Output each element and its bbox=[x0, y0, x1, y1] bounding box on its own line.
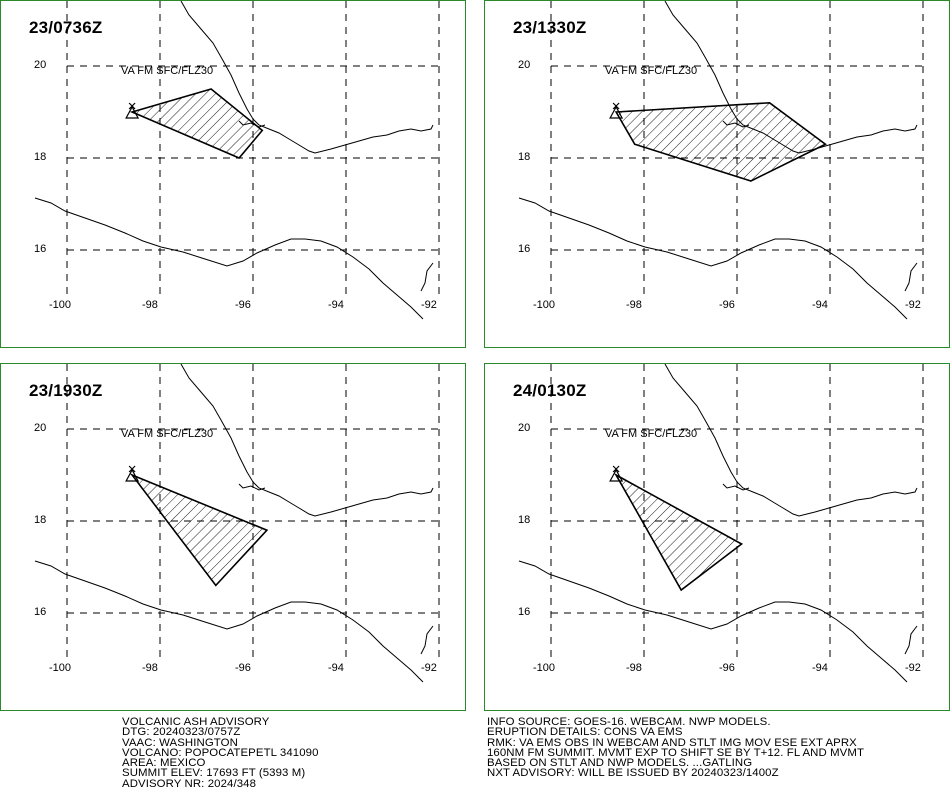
coast-detail bbox=[722, 483, 750, 491]
longitude-label: -94 bbox=[328, 662, 344, 674]
map-canvas bbox=[518, 1, 925, 320]
advisory-header-left: VOLCANIC ASH ADVISORY DTG: 20240323/0757… bbox=[122, 716, 319, 790]
volcano-icon bbox=[125, 465, 140, 482]
advisory-details-right: INFO SOURCE: GOES-16. WEBCAM. NWP MODELS… bbox=[487, 716, 865, 780]
longitude-label: -100 bbox=[49, 299, 72, 311]
longitude-label: -100 bbox=[533, 299, 556, 311]
longitude-label: -100 bbox=[49, 662, 72, 674]
ash-cloud-polygon bbox=[129, 473, 269, 587]
longitude-label: -94 bbox=[812, 662, 828, 674]
latitude-label: 16 bbox=[518, 243, 531, 255]
advisory-title: VOLCANIC ASH ADVISORY bbox=[122, 716, 270, 728]
ash-cloud-polygon bbox=[614, 101, 827, 182]
volcano-icon bbox=[609, 102, 624, 119]
advisory-dtg: DTG: 20240323/0757Z bbox=[122, 726, 241, 739]
advisory-remark-1: RMK: VA EMS OBS IN WEBCAM AND STLT IMG M… bbox=[487, 736, 857, 749]
gulf-coastline bbox=[664, 364, 918, 517]
panel-timestamp: 23/1930Z bbox=[29, 381, 103, 400]
map-canvas bbox=[34, 364, 441, 683]
latitude-label: 18 bbox=[518, 514, 531, 526]
latitude-label: 20 bbox=[518, 59, 531, 71]
advisory-remark-3: BASED ON STLT AND NWP MODELS. ...GATLING bbox=[487, 757, 753, 770]
longitude-label: -100 bbox=[533, 662, 556, 674]
pacific-coastline bbox=[518, 197, 908, 320]
advisory-volcano: VOLCANO: POPOCATEPETL 341090 bbox=[122, 746, 319, 759]
longitude-label: -98 bbox=[142, 662, 158, 674]
advisory-remark-2: 160NM FM SUMMIT. MVMT EXP TO SHIFT SE BY… bbox=[487, 746, 865, 759]
longitude-label: -98 bbox=[142, 299, 158, 311]
map-canvas bbox=[34, 1, 441, 320]
advisory-info-source: INFO SOURCE: GOES-16. WEBCAM. NWP MODELS… bbox=[487, 716, 771, 728]
latitude-label: 20 bbox=[34, 422, 47, 434]
pacific-coastline bbox=[518, 560, 908, 683]
map-canvas bbox=[518, 364, 925, 683]
longitude-label: -96 bbox=[235, 299, 251, 311]
gulf-coastline bbox=[180, 1, 434, 154]
map-panel-2: 23/1330Z VA FM SFC/FLZ30 20 18 16 -100 -98 -96 -… bbox=[484, 0, 950, 348]
border-line bbox=[420, 625, 434, 655]
latitude-label: 20 bbox=[34, 59, 47, 71]
va-altitude-label: VA FM SFC/FLZ30 bbox=[121, 428, 214, 440]
latitude-label: 20 bbox=[518, 422, 531, 434]
pacific-coastline bbox=[34, 560, 424, 683]
coast-detail bbox=[238, 483, 266, 491]
longitude-label: -98 bbox=[626, 299, 642, 311]
map-panel-1: 23/0736Z VA FM SFC/FLZ30 20 18 16 -100 -98 -96 -… bbox=[0, 0, 466, 348]
advisory-vaac: VAAC: WASHINGTON bbox=[122, 736, 238, 749]
ash-cloud-polygon bbox=[129, 88, 264, 159]
border-line bbox=[904, 262, 918, 292]
panel-timestamp: 23/0736Z bbox=[29, 18, 103, 37]
gulf-coastline bbox=[180, 364, 434, 517]
longitude-label: -96 bbox=[719, 299, 735, 311]
volcano-icon bbox=[609, 465, 624, 482]
latitude-label: 16 bbox=[34, 243, 47, 255]
longitude-label: -92 bbox=[421, 662, 437, 674]
longitude-label: -92 bbox=[905, 299, 921, 311]
latitude-label: 18 bbox=[34, 151, 47, 163]
advisory-eruption-details: ERUPTION DETAILS: CONS VA EMS bbox=[487, 726, 683, 739]
advisory-summit-elev: SUMMIT ELEV: 17693 FT (5393 M) bbox=[122, 767, 306, 780]
longitude-label: -94 bbox=[812, 299, 828, 311]
va-altitude-label: VA FM SFC/FLZ30 bbox=[121, 65, 214, 77]
ash-cloud-polygon bbox=[614, 472, 744, 592]
va-altitude-label: VA FM SFC/FLZ30 bbox=[605, 65, 698, 77]
volcano-icon bbox=[125, 102, 140, 119]
map-panel-4: 24/0130Z VA FM SFC/FLZ30 20 18 16 -100 -98 -96 -… bbox=[484, 363, 950, 711]
latitude-label: 16 bbox=[34, 606, 47, 618]
advisory-next: NXT ADVISORY: WILL BE ISSUED BY 20240323… bbox=[487, 767, 779, 780]
longitude-label: -94 bbox=[328, 299, 344, 311]
advisory-area: AREA: MEXICO bbox=[122, 757, 206, 770]
longitude-label: -96 bbox=[719, 662, 735, 674]
latitude-label: 16 bbox=[518, 606, 531, 618]
border-line bbox=[904, 625, 918, 655]
border-line bbox=[420, 262, 434, 292]
panel-timestamp: 24/0130Z bbox=[513, 381, 587, 400]
panel-timestamp: 23/1330Z bbox=[513, 18, 587, 37]
longitude-label: -92 bbox=[421, 299, 437, 311]
map-panel-3: 23/1930Z VA FM SFC/FLZ30 20 18 16 -100 -98 -96 -… bbox=[0, 363, 466, 711]
longitude-label: -98 bbox=[626, 662, 642, 674]
longitude-label: -92 bbox=[905, 662, 921, 674]
advisory-number: ADVISORY NR: 2024/348 bbox=[122, 777, 257, 790]
pacific-coastline bbox=[34, 197, 424, 320]
longitude-label: -96 bbox=[235, 662, 251, 674]
va-altitude-label: VA FM SFC/FLZ30 bbox=[605, 428, 698, 440]
latitude-label: 18 bbox=[34, 514, 47, 526]
latitude-label: 18 bbox=[518, 151, 531, 163]
